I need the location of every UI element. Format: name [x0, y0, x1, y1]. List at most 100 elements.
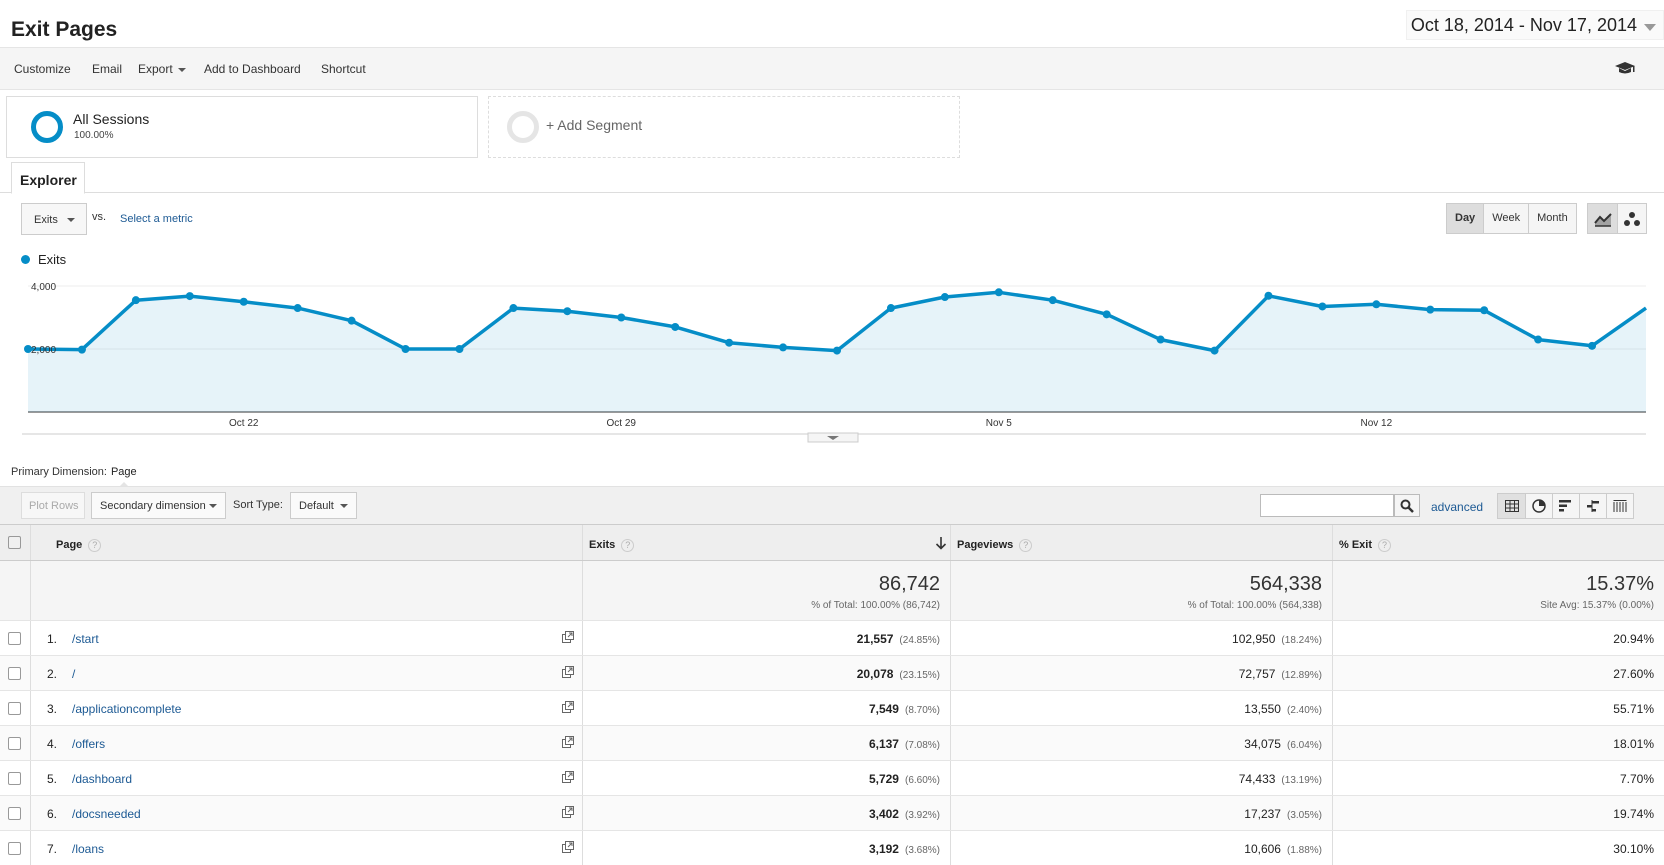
open-page-icon[interactable]	[562, 841, 574, 856]
exits-value: 3,402	[868, 807, 899, 821]
performance-view-icon[interactable]	[1552, 494, 1579, 518]
page-link[interactable]: /dashboard	[72, 772, 133, 786]
exits-points	[24, 288, 1597, 355]
table-view-icon[interactable]	[1498, 494, 1525, 518]
primary-dimension-label: Primary Dimension:	[11, 466, 107, 478]
sort-type-select[interactable]: Default	[290, 492, 357, 519]
exits-value: 20,078	[856, 667, 894, 681]
pageviews-cell: 102,950 (18.24%)	[1232, 632, 1322, 646]
export-button[interactable]: Export	[138, 62, 186, 76]
data-point	[24, 345, 32, 353]
date-range-picker[interactable]: Oct 18, 2014 - Nov 17, 2014	[1405, 10, 1664, 40]
row-checkbox[interactable]	[8, 772, 21, 785]
help-icon[interactable]: ?	[1378, 539, 1392, 552]
tab-explorer[interactable]: Explorer	[11, 162, 85, 194]
column-divider	[30, 525, 31, 560]
report-tabs: Explorer	[0, 162, 1664, 194]
vs-label: vs.	[92, 211, 107, 223]
comparison-view-icon[interactable]	[1579, 494, 1606, 518]
secondary-dimension-label: Secondary dimension	[100, 500, 206, 512]
total-pct-exit-sub: Site Avg: 15.37% (0.00%)	[1540, 600, 1654, 611]
exits-cell: 20,078 (23.15%)	[857, 667, 940, 681]
segment-all-sessions[interactable]: All Sessions 100.00%	[6, 96, 478, 158]
exits-cell: 3,192 (3.68%)	[869, 842, 940, 856]
pie-view-icon[interactable]	[1525, 494, 1552, 518]
exits-value: 7,549	[868, 702, 899, 716]
data-point	[1048, 296, 1057, 305]
column-header-pct-exit[interactable]: % Exit?	[1339, 539, 1392, 552]
add-to-dashboard-button[interactable]: Add to Dashboard	[204, 62, 301, 76]
pct-exit-value: 27.60%	[1613, 667, 1654, 681]
column-header-pageviews[interactable]: Pageviews?	[957, 539, 1033, 552]
row-checkbox[interactable]	[8, 842, 21, 855]
data-point	[1588, 341, 1597, 350]
page-link[interactable]: /	[72, 667, 76, 681]
help-icon[interactable]: ?	[88, 539, 102, 552]
row-number: 1.	[47, 632, 58, 646]
plot-rows-button[interactable]: Plot Rows	[21, 492, 85, 519]
row-checkbox[interactable]	[8, 702, 21, 715]
help-icon[interactable]: ?	[1019, 539, 1033, 552]
pageviews-value: 10,606	[1244, 842, 1281, 856]
customize-button[interactable]: Customize	[14, 62, 71, 76]
table-search-input[interactable]	[1260, 494, 1394, 517]
page-link[interactable]: /docsneeded	[72, 807, 141, 821]
exits-percent: (8.70%)	[904, 705, 940, 716]
graduation-cap-icon[interactable]	[1614, 61, 1636, 80]
data-point	[833, 346, 841, 355]
sort-descending-icon[interactable]	[935, 536, 947, 553]
page-link[interactable]: /applicationcomplete	[72, 702, 182, 716]
open-page-icon[interactable]	[562, 771, 574, 786]
total-pageviews-sub: % of Total: 100.00% (564,338)	[1187, 600, 1322, 611]
exits-value: 21,557	[856, 632, 894, 646]
search-icon[interactable]	[1394, 494, 1420, 517]
column-header-exits[interactable]: Exits?	[589, 539, 635, 552]
pivot-view-icon[interactable]	[1606, 494, 1633, 518]
row-checkbox[interactable]	[8, 737, 21, 750]
exits-cell: 3,402 (3.92%)	[869, 807, 940, 821]
secondary-dimension-select[interactable]: Secondary dimension	[91, 492, 226, 519]
primary-dimension: Primary Dimension: Page	[11, 466, 137, 490]
table-controls: Plot Rows Secondary dimension Sort Type:…	[0, 486, 1664, 525]
data-point	[1426, 305, 1435, 314]
data-point	[1372, 300, 1381, 309]
email-button[interactable]: Email	[92, 62, 123, 76]
pageviews-percent: (13.19%)	[1281, 775, 1322, 786]
page-link[interactable]: /loans	[72, 842, 105, 856]
shortcut-button[interactable]: Shortcut	[321, 62, 366, 76]
month-button[interactable]: Month	[1528, 204, 1576, 233]
open-page-icon[interactable]	[562, 736, 574, 751]
page-link[interactable]: /offers	[72, 737, 106, 751]
x-tick-label: Nov 5	[986, 418, 1013, 429]
data-point	[455, 345, 464, 353]
data-point	[671, 322, 680, 331]
pct-exit-value: 20.94%	[1613, 632, 1654, 646]
add-segment-button[interactable]: + Add Segment	[488, 96, 960, 158]
week-button[interactable]: Week	[1483, 204, 1528, 233]
column-divider	[1332, 525, 1333, 560]
line-chart-icon[interactable]	[1588, 204, 1617, 233]
page-link[interactable]: /start	[72, 632, 99, 646]
select-all-checkbox[interactable]	[8, 536, 21, 549]
open-page-icon[interactable]	[562, 701, 574, 716]
primary-dimension-value[interactable]: Page	[110, 466, 137, 478]
column-header-page[interactable]: Page?	[56, 539, 102, 552]
help-icon[interactable]: ?	[621, 539, 635, 552]
motion-chart-icon[interactable]	[1617, 204, 1646, 233]
metric-select[interactable]: Exits	[21, 203, 87, 235]
total-exits: 86,742	[878, 573, 940, 595]
open-page-icon[interactable]	[562, 666, 574, 681]
pageviews-cell: 17,237 (3.05%)	[1244, 807, 1322, 821]
select-metric-link[interactable]: Select a metric	[120, 213, 193, 225]
advanced-filter-link[interactable]: advanced	[1431, 500, 1484, 514]
row-checkbox[interactable]	[8, 807, 21, 820]
open-page-icon[interactable]	[562, 806, 574, 821]
exits-cell: 6,137 (7.08%)	[869, 737, 940, 751]
row-checkbox[interactable]	[8, 667, 21, 680]
open-page-icon[interactable]	[562, 631, 574, 646]
pct-exit-value: 19.74%	[1613, 807, 1654, 821]
row-checkbox[interactable]	[8, 632, 21, 645]
day-button[interactable]: Day	[1447, 204, 1484, 233]
chevron-down-icon	[827, 436, 839, 440]
table-header-row: Page? Exits? Pageviews? % Exit?	[0, 524, 1664, 561]
